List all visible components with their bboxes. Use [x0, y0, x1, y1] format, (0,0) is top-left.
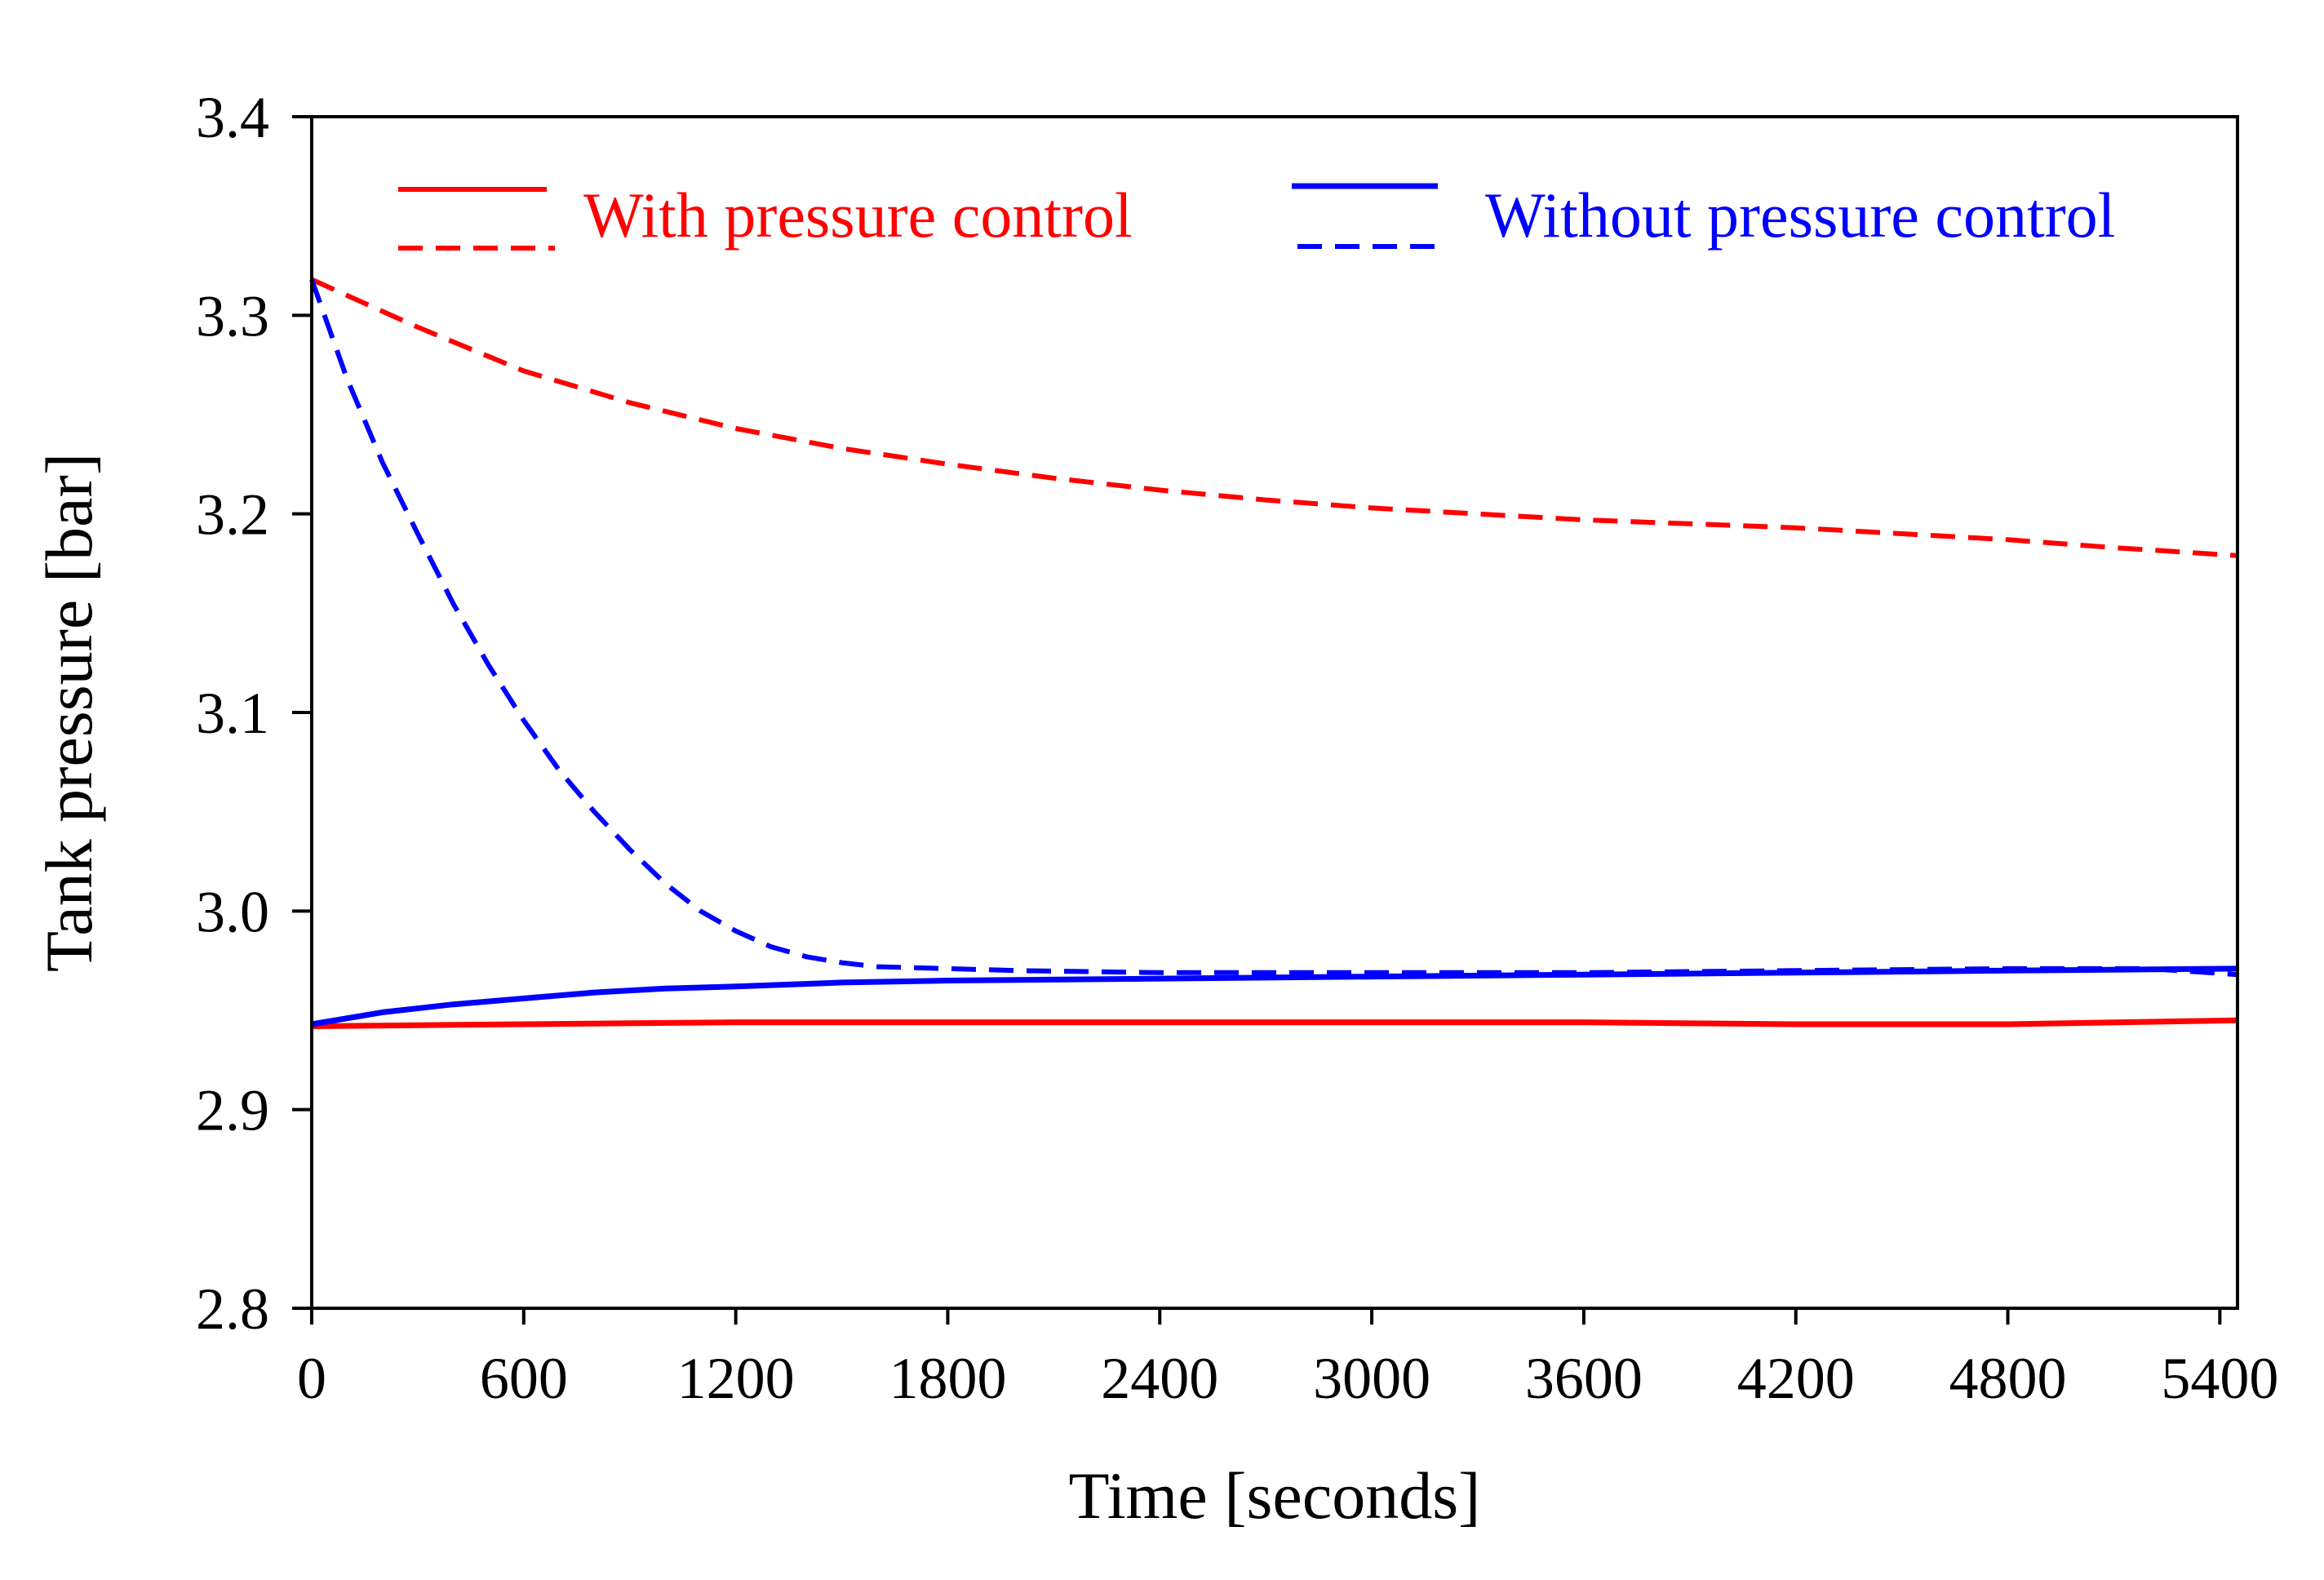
series-line-3 — [309, 278, 2238, 978]
x-tick-label: 3000 — [1313, 1346, 1430, 1411]
y-tick-label: 3.0 — [196, 879, 269, 944]
plot-frame — [310, 115, 2239, 1310]
y-tick-label: 3.2 — [196, 482, 269, 548]
y-axis-label: Tank pressure [bar] — [32, 453, 106, 972]
y-tick-label: 2.8 — [196, 1276, 269, 1342]
x-axis-label: Time [seconds] — [1069, 1458, 1481, 1533]
legend: With pressure control Without pressure c… — [398, 180, 2115, 251]
x-tick-label: 0 — [297, 1346, 326, 1411]
x-axis: 0 600 1200 1800 2400 3000 3600 4200 4800 5400 — [297, 1308, 2278, 1411]
x-tick-label: 1800 — [889, 1346, 1006, 1411]
y-tick-label: 3.3 — [196, 283, 269, 348]
x-tick-label: 4800 — [1949, 1346, 2067, 1411]
x-tick-label: 5400 — [2161, 1346, 2278, 1411]
x-tick-label: 1200 — [677, 1346, 795, 1411]
x-tick-label: 600 — [480, 1346, 568, 1411]
series-line-1 — [310, 277, 2238, 558]
y-tick-label: 3.1 — [196, 681, 269, 746]
y-axis: 2.8 2.9 3.0 3.1 3.2 3.3 3.4 — [196, 85, 312, 1342]
series-line-0 — [311, 1017, 2238, 1029]
y-tick-label: 3.4 — [196, 85, 269, 150]
legend-without-control: Without pressure control — [1485, 180, 2115, 251]
series-line-2 — [311, 965, 2238, 1027]
x-tick-label: 4200 — [1737, 1346, 1855, 1411]
plot-lines — [309, 277, 2238, 1029]
legend-with-control: With pressure control — [583, 180, 1133, 251]
y-tick-label: 2.9 — [196, 1078, 269, 1143]
x-tick-label: 2400 — [1101, 1346, 1218, 1411]
x-tick-label: 3600 — [1525, 1346, 1643, 1411]
